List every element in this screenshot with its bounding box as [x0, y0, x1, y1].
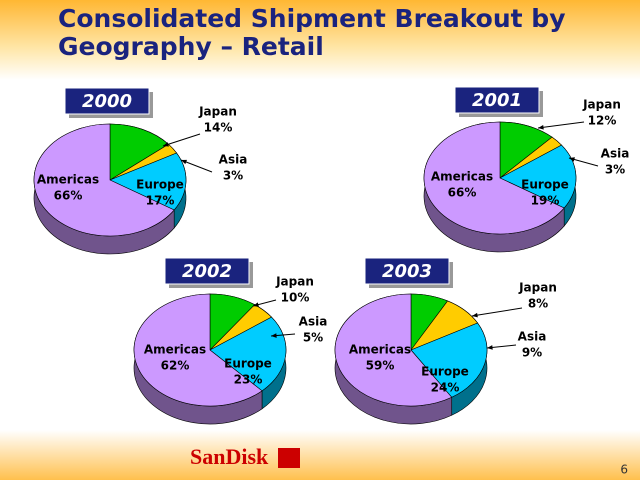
leader-line [471, 307, 523, 317]
value-label: 62% [161, 359, 190, 373]
slice [410, 322, 488, 398]
category-label: Asia [299, 315, 328, 329]
value-label: 3% [223, 169, 243, 183]
slice [109, 152, 187, 211]
leader-arrow [538, 124, 544, 130]
value-label: 12% [588, 114, 617, 128]
leader-arrow [253, 302, 259, 307]
leader-line [162, 133, 201, 147]
year-label: 2002 [182, 261, 232, 282]
category-label: Americas [349, 343, 411, 357]
value-label: 66% [54, 189, 83, 203]
category-label: Europe [521, 178, 569, 192]
category-label: Europe [224, 357, 272, 371]
value-label: 59% [366, 359, 395, 373]
year-box [164, 257, 250, 285]
value-label: 17% [146, 194, 175, 208]
category-label: Japan [275, 275, 314, 289]
leader-arrow [487, 345, 493, 350]
year-box [64, 87, 150, 115]
slice [33, 123, 175, 237]
logo: SanDisk [190, 444, 269, 469]
value-label: 10% [281, 291, 310, 305]
title-line: Consolidated Shipment Breakout by [58, 4, 566, 33]
category-label: Americas [37, 173, 99, 187]
footer-band [0, 430, 640, 480]
leader-line [537, 121, 585, 129]
category-label: Asia [601, 147, 630, 161]
leader-arrow [569, 157, 575, 162]
slice [133, 293, 263, 407]
category-label: Japan [518, 281, 557, 295]
value-label: 19% [531, 194, 560, 208]
value-label: 24% [431, 381, 460, 395]
category-label: Asia [219, 153, 248, 167]
title-line: Geography – Retail [58, 32, 324, 61]
year-label: 2000 [82, 91, 132, 112]
logo-icon [278, 448, 300, 468]
page-number: 6 [620, 463, 628, 477]
category-label: Europe [136, 178, 184, 192]
value-label: 9% [522, 346, 542, 360]
value-label: 23% [234, 373, 263, 387]
category-label: Japan [582, 98, 621, 112]
category-label: Europe [421, 365, 469, 379]
value-label: 8% [528, 297, 548, 311]
value-label: 5% [303, 331, 323, 345]
leader-arrow [163, 142, 169, 147]
category-label: Japan [198, 105, 237, 119]
slice [423, 121, 565, 235]
leader-arrow [181, 159, 187, 165]
slice [499, 144, 577, 209]
value-label: 66% [448, 186, 477, 200]
leader-arrow [472, 312, 478, 318]
value-label: 14% [204, 121, 233, 135]
year-label: 2001 [472, 90, 522, 111]
category-label: Americas [144, 343, 206, 357]
year-label: 2003 [382, 261, 432, 282]
category-label: Americas [431, 170, 493, 184]
header-band [0, 0, 640, 80]
year-box [454, 86, 540, 114]
leader-arrow [271, 333, 277, 338]
leader-line [180, 159, 213, 173]
slice [209, 316, 287, 392]
year-box [364, 257, 450, 285]
category-label: Asia [518, 330, 547, 344]
slice [334, 293, 453, 407]
value-label: 3% [605, 163, 625, 177]
